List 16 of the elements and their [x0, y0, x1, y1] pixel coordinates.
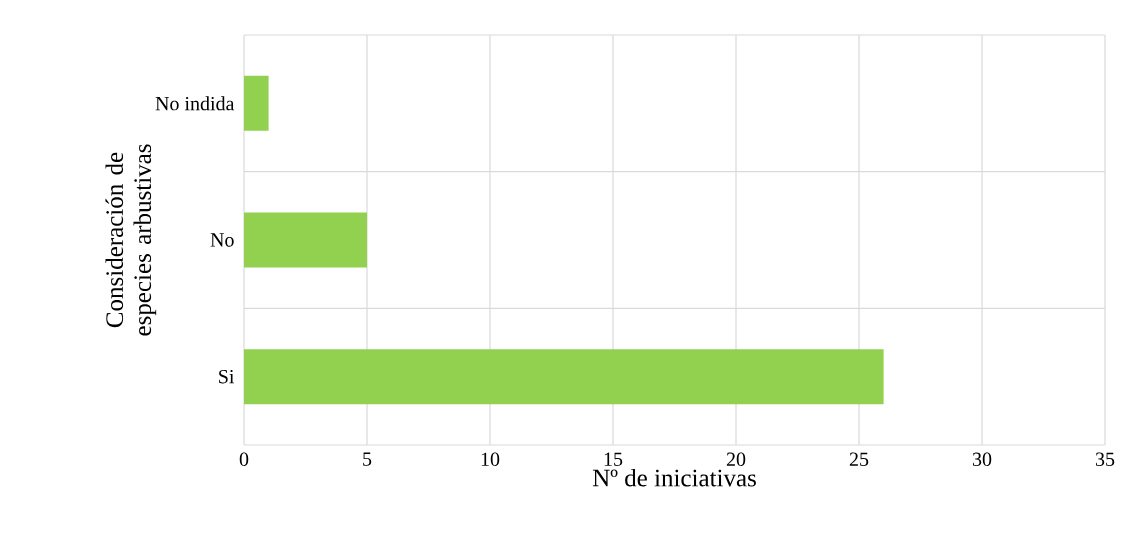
y-axis-title: Consideración de especies arbustivas — [105, 144, 157, 336]
bar — [244, 75, 269, 131]
x-tick-label: 10 — [481, 452, 500, 467]
x-tick-label: 15 — [604, 452, 623, 466]
bar — [244, 349, 884, 405]
x-tick-label: 20 — [726, 452, 746, 467]
x-tick-label: 0 — [239, 452, 249, 467]
y-tick-label: No — [210, 233, 234, 247]
x-tick-label: 35 — [1095, 452, 1115, 466]
y-tick-label: Si — [219, 369, 235, 384]
x-tick-label: 30 — [972, 452, 992, 467]
x-tick-label: 25 — [849, 452, 869, 466]
bar — [244, 212, 367, 268]
y-tick-label: No indida — [155, 96, 235, 111]
x-tick-label: 5 — [363, 452, 372, 466]
x-axis-title: Nº de iniciativas — [592, 468, 756, 487]
